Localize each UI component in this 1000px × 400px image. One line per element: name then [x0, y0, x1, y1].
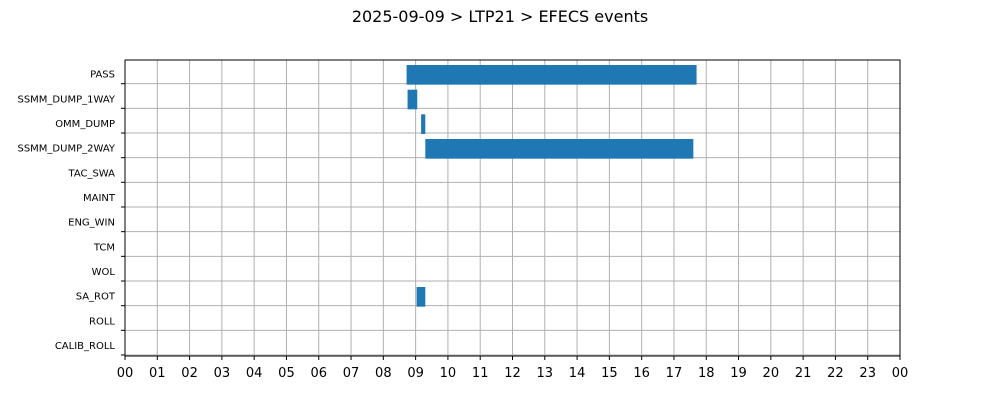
- x-tick-label: 18: [698, 366, 715, 381]
- y-tick-label: CALIB_ROLL: [55, 341, 116, 352]
- x-tick-label: 16: [633, 366, 650, 381]
- y-tick-label: SSMM_DUMP_2WAY: [17, 144, 115, 155]
- x-tick-label: 22: [827, 366, 844, 381]
- bars: [406, 65, 697, 307]
- y-axis-ticks: PASS SSMM_DUMP_1WAY OMM_DUMP SSMM_DUMP_2WAY…: [17, 70, 125, 356]
- y-tick-label: WOL: [92, 267, 116, 278]
- y-tick-label: MAINT: [83, 193, 116, 204]
- x-tick-label: 09: [407, 366, 424, 381]
- x-tick-label: 11: [472, 366, 489, 381]
- x-tick-label: 05: [278, 366, 295, 381]
- chart-title: 2025-09-09 > LTP21 > EFECS events: [352, 7, 648, 26]
- grid-lines: [124, 60, 901, 356]
- event-bar: [406, 65, 697, 85]
- x-tick-label: 10: [440, 366, 457, 381]
- x-tick-label: 23: [859, 366, 876, 381]
- y-tick-label: PASS: [90, 70, 115, 81]
- x-tick-label: 15: [601, 366, 618, 381]
- y-tick-label: TCM: [93, 242, 115, 253]
- x-tick-label: 03: [214, 366, 231, 381]
- y-tick-label: ROLL: [89, 316, 115, 327]
- event-bar: [425, 139, 694, 159]
- x-tick-label: 12: [504, 366, 521, 381]
- x-tick-label: 00: [117, 366, 134, 381]
- event-bar: [416, 287, 426, 307]
- x-tick-label: 20: [763, 366, 780, 381]
- event-bar: [407, 89, 418, 110]
- x-axis-ticks: 00 01 02 03 04 05 06 07 08 09 10 11 12 13 14 15 16 17 18 19…: [117, 356, 909, 381]
- y-tick-label: OMM_DUMP: [55, 119, 115, 130]
- y-tick-label: SA_ROT: [76, 292, 116, 303]
- x-tick-label: 13: [537, 366, 554, 381]
- x-tick-label: 21: [795, 366, 812, 381]
- x-tick-label: 06: [310, 366, 327, 381]
- x-tick-label: 07: [343, 366, 360, 381]
- x-tick-label: 14: [569, 366, 586, 381]
- x-tick-label: 02: [181, 366, 198, 381]
- x-tick-label: 08: [375, 366, 392, 381]
- y-tick-label: ENG_WIN: [68, 218, 115, 229]
- x-tick-label: 19: [730, 366, 747, 381]
- x-tick-label: 17: [666, 366, 683, 381]
- event-bar: [421, 114, 426, 134]
- x-tick-label: 01: [149, 366, 166, 381]
- y-tick-label: SSMM_DUMP_1WAY: [17, 94, 115, 105]
- x-tick-label: 00: [892, 366, 909, 381]
- x-tick-label: 04: [246, 366, 263, 381]
- y-tick-label: TAC_SWA: [67, 168, 115, 179]
